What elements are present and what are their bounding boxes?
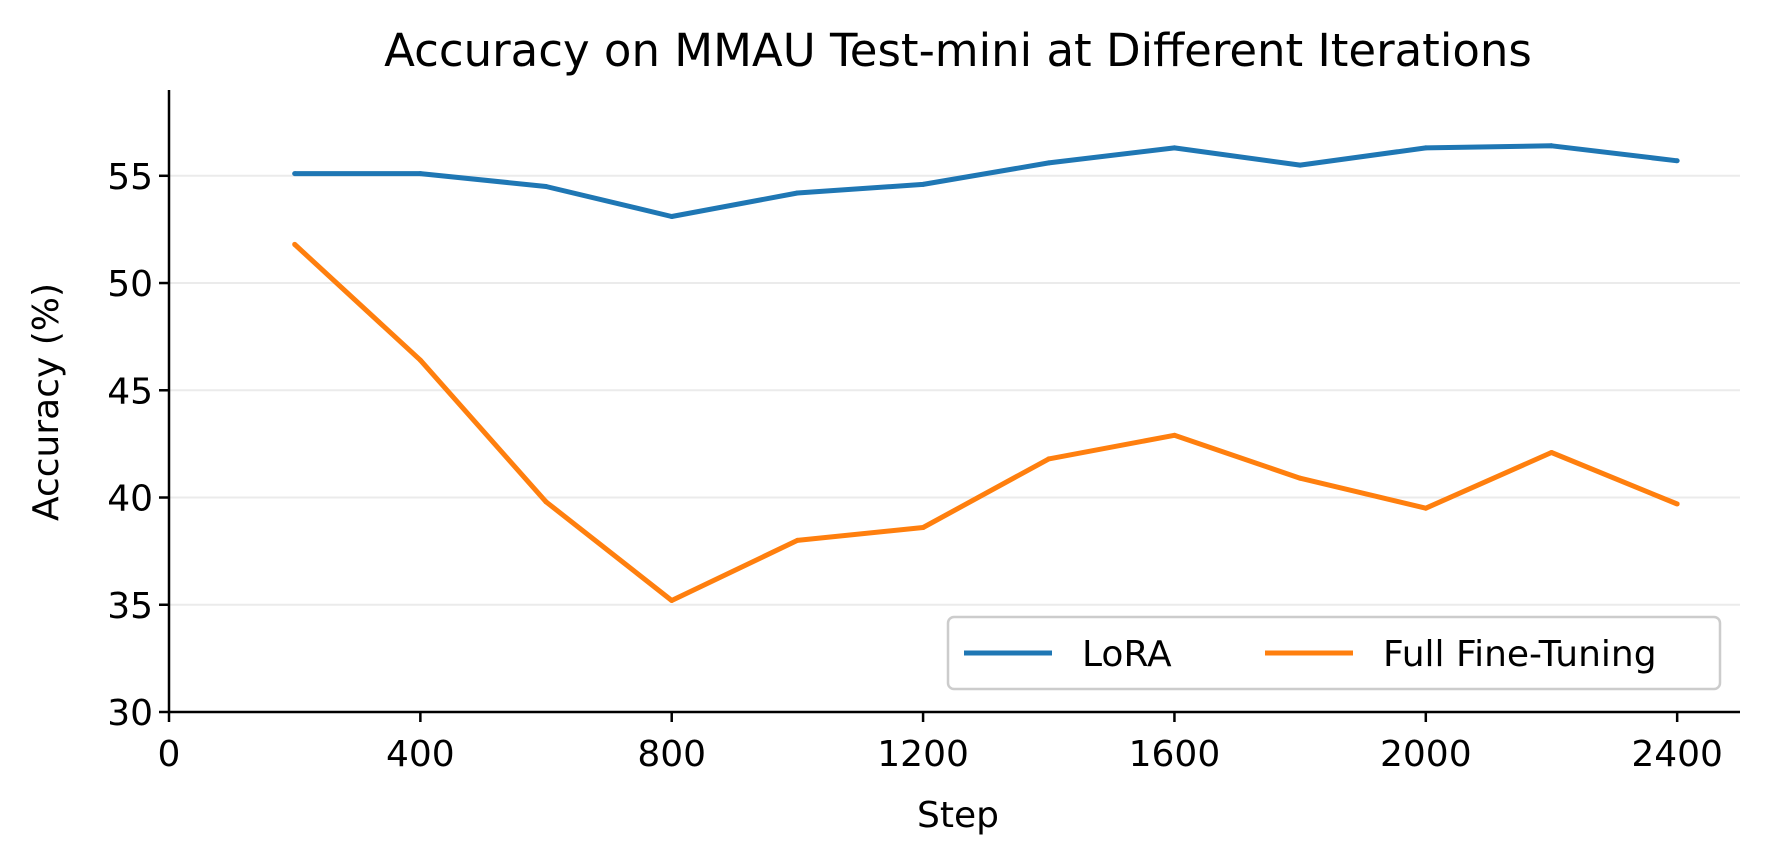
chart-title: Accuracy on MMAU Test-mini at Different … [384, 24, 1532, 77]
x-tick-label: 0 [158, 734, 181, 775]
y-tick-label: 45 [107, 371, 153, 412]
x-tick-label: 2000 [1380, 734, 1472, 775]
data-point-lora [920, 181, 926, 187]
grid-lines [169, 174, 1740, 606]
data-point-lora [794, 190, 800, 196]
data-point-full-fine-tuning [1423, 505, 1429, 511]
data-point-full-fine-tuning [794, 537, 800, 543]
data-point-lora [1674, 158, 1680, 164]
data-point-full-fine-tuning [292, 241, 298, 247]
data-point-lora [543, 184, 549, 190]
data-point-lora [669, 214, 675, 220]
y-axis-label: Accuracy (%) [26, 283, 67, 521]
data-point-lora [417, 171, 423, 177]
data-point-full-fine-tuning [1046, 456, 1052, 462]
data-point-full-fine-tuning [417, 357, 423, 363]
tick-labels: 30 35 40 45 50 55 0 400 800 1200 1600 2000 2400 [107, 157, 1723, 775]
data-point-full-fine-tuning [669, 597, 675, 603]
axes [159, 90, 1740, 722]
legend: LoRA Full Fine-Tuning [946, 615, 1722, 691]
data-point-lora [1548, 143, 1554, 149]
y-tick-label: 40 [107, 479, 153, 520]
data-point-lora [292, 171, 298, 177]
x-axis-label: Step [917, 795, 999, 836]
x-tick-label: 1200 [877, 734, 969, 775]
data-point-full-fine-tuning [920, 525, 926, 531]
data-point-full-fine-tuning [543, 499, 549, 505]
x-tick-label: 800 [637, 734, 706, 775]
y-tick-label: 35 [107, 586, 153, 627]
series-line-full-fine-tuning [293, 242, 1679, 603]
x-tick-label: 400 [386, 734, 455, 775]
data-point-lora [1046, 160, 1052, 166]
legend-label: Full Fine-Tuning [1383, 634, 1657, 675]
series-line-lora [294, 143, 1678, 219]
data-point-full-fine-tuning [1297, 475, 1303, 481]
data-point-lora [1297, 162, 1303, 168]
y-tick-label: 50 [107, 264, 153, 305]
y-tick-label: 30 [107, 693, 153, 734]
x-tick-label: 1600 [1129, 734, 1221, 775]
y-tick-label: 55 [107, 157, 153, 198]
data-point-full-fine-tuning [1171, 432, 1177, 438]
data-point-full-fine-tuning [1548, 449, 1554, 455]
data-point-lora [1423, 145, 1429, 151]
x-tick-label: 2400 [1631, 734, 1723, 775]
series-layer [292, 143, 1680, 603]
legend-label: LoRA [1082, 634, 1172, 675]
data-point-full-fine-tuning [1674, 501, 1680, 507]
data-point-lora [1171, 145, 1177, 151]
